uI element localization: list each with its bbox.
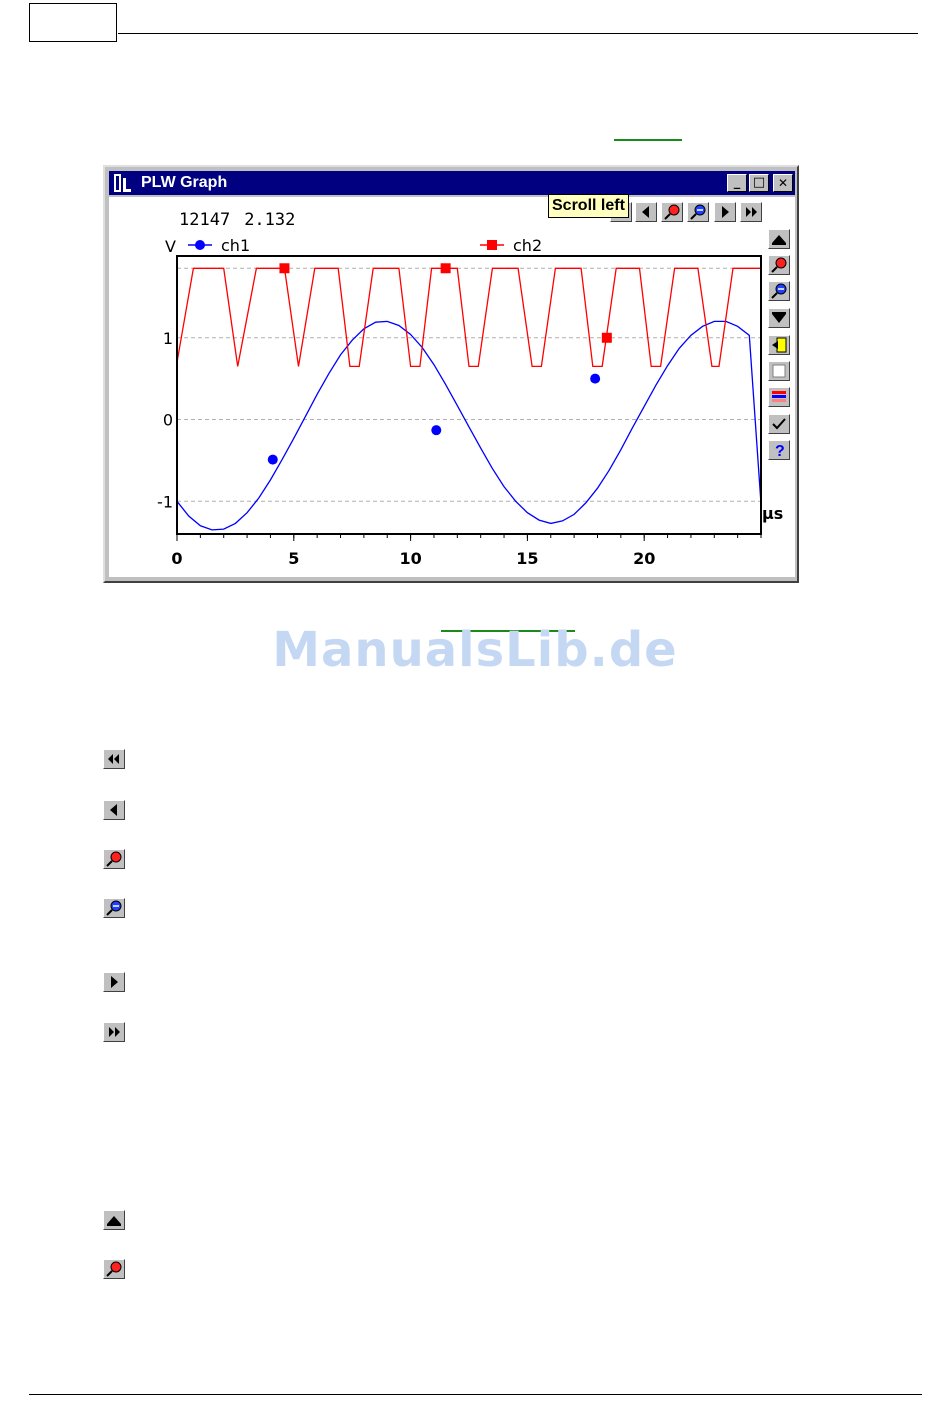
exit-icon	[772, 337, 787, 353]
y-tick-label: 1	[163, 329, 173, 348]
zoom-out-vertical-icon	[771, 283, 787, 299]
scroll-far-right-icon	[746, 207, 757, 217]
zoom-in-button[interactable]	[661, 202, 683, 222]
page-number-box	[29, 3, 117, 42]
legend-marker-ch1	[195, 240, 205, 250]
minimize-button[interactable]: _	[727, 174, 747, 192]
marker-ch1	[267, 454, 278, 465]
zoom-out-icon	[690, 204, 706, 220]
legend-label-ch1: ch1	[221, 236, 250, 255]
scroll-up-icon	[107, 1216, 121, 1226]
desc-zoom-in	[103, 849, 125, 869]
scroll-up-button[interactable]	[768, 229, 790, 249]
checkmark-icon	[772, 418, 786, 430]
marker-ch2	[279, 263, 290, 274]
series-line-ch1	[176, 320, 762, 531]
header-link-underline[interactable]	[614, 139, 682, 141]
zoom-in-vertical-button[interactable]	[768, 255, 790, 275]
marker-ch1	[590, 373, 601, 384]
scroll-down-button[interactable]	[768, 308, 790, 328]
desc-scroll-right	[103, 972, 125, 992]
help-button[interactable]: ?	[768, 440, 790, 460]
x-tick-label: 15	[516, 549, 538, 568]
y-axis-label: V	[165, 237, 176, 256]
scroll-left-tooltip: Scroll left	[548, 194, 629, 218]
blank-button[interactable]	[768, 361, 790, 381]
desc-scroll-far-left	[103, 749, 125, 769]
marker-ch1	[431, 425, 442, 436]
desc-scroll-up	[103, 1210, 125, 1230]
scroll-right-icon	[722, 206, 729, 218]
zoom-in-vertical-icon	[106, 1261, 122, 1277]
scroll-right-icon	[111, 976, 118, 988]
legend-label-ch2: ch2	[513, 236, 542, 255]
zoom-out-icon	[106, 900, 122, 916]
window-title: PLW Graph	[141, 174, 228, 191]
x-tick-label: 5	[288, 549, 299, 568]
marker-ch2	[601, 332, 612, 343]
readout-y-value: 2.132	[244, 210, 296, 230]
desc-scroll-far-right	[103, 1022, 125, 1042]
scroll-left-button[interactable]	[635, 202, 657, 222]
app-icon	[112, 172, 134, 194]
scroll-up-icon	[772, 235, 786, 245]
x-tick-label: 0	[171, 549, 182, 568]
help-icon: ?	[775, 443, 785, 459]
zoom-in-vertical-icon	[771, 257, 787, 273]
readout-x-value: 12147	[179, 210, 231, 230]
x-tick-label: 20	[633, 549, 655, 568]
exit-button[interactable]	[768, 335, 790, 355]
y-tick-label: 0	[163, 411, 173, 430]
channel-options-button[interactable]	[768, 387, 790, 407]
scroll-down-icon	[772, 312, 786, 323]
marker-ch2	[440, 263, 451, 274]
watermark: ManualsLib.de	[272, 622, 678, 678]
accept-button[interactable]	[768, 414, 790, 434]
scroll-far-right-button[interactable]	[740, 202, 762, 222]
scroll-right-button[interactable]	[714, 202, 736, 222]
x-axis-label: µs	[762, 504, 783, 523]
legend-marker-ch2	[487, 240, 497, 250]
x-tick-label: 10	[399, 549, 421, 568]
close-button[interactable]: ✕	[773, 174, 793, 192]
scroll-far-right-icon	[109, 1027, 120, 1037]
plw-graph-window: PLW Graph _ □ ✕ 12147 2.132	[103, 165, 799, 583]
window-titlebar: PLW Graph _ □ ✕	[109, 171, 795, 195]
channel-options-icon	[772, 391, 786, 402]
scroll-far-left-icon	[108, 754, 119, 764]
graph-client-area: 12147 2.132	[109, 197, 795, 577]
desc-zoom-out	[103, 898, 125, 918]
series-line-ch2	[176, 267, 761, 368]
blank-icon	[772, 364, 786, 378]
cursor-readout: 12147 2.132	[179, 210, 309, 230]
y-tick-label: -1	[157, 492, 173, 511]
zoom-in-icon	[664, 204, 680, 220]
svg-text:?: ?	[775, 443, 785, 459]
desc-zoom-in-vertical	[103, 1259, 125, 1279]
zoom-in-icon	[106, 851, 122, 867]
scroll-left-icon	[642, 206, 649, 218]
scroll-left-icon	[110, 804, 117, 816]
desc-scroll-left	[103, 800, 125, 820]
caption-link-underline[interactable]	[441, 630, 575, 632]
maximize-button[interactable]: □	[749, 174, 769, 192]
header-rule	[118, 33, 918, 34]
footer-rule	[29, 1394, 922, 1395]
zoom-out-button[interactable]	[687, 202, 709, 222]
plot-frame	[176, 255, 762, 535]
zoom-out-vertical-button[interactable]	[768, 281, 790, 301]
